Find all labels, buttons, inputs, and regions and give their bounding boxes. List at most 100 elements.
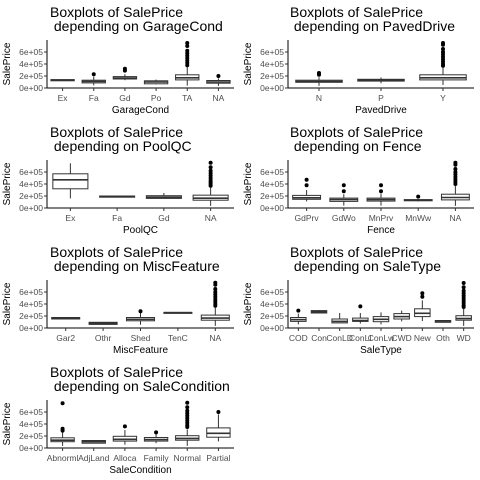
panel-3: Boxplots of SalePrice depending on PoolQ… (2, 124, 234, 236)
y-tick-label: 2e+05 (260, 311, 284, 321)
outlier-point (208, 160, 213, 165)
y-tick-label: 4e+05 (19, 299, 43, 309)
box-NA (192, 160, 229, 206)
box-Othr (88, 321, 118, 325)
panel-title-line2: depending on PavedDrive (290, 18, 455, 34)
x-tick-label: Con (311, 333, 327, 343)
y-tick-label: 2e+05 (19, 311, 43, 321)
x-tick-label: Gar2 (56, 333, 75, 343)
outlier-point (453, 160, 458, 165)
y-tick-label: 4e+05 (19, 59, 43, 69)
box-Po (143, 79, 169, 85)
x-tick-label: TenC (168, 333, 188, 343)
outlier-point (216, 410, 221, 414)
x-tick-label: Othr (95, 333, 112, 343)
box-AdjLand (81, 440, 106, 444)
panel-5: Boxplots of SalePrice depending on MiscF… (2, 244, 234, 356)
outlier-point (213, 280, 218, 285)
x-axis-label: PavedDrive (355, 105, 407, 116)
x-tick-label: NA (213, 93, 225, 103)
box-Con (310, 310, 328, 314)
x-axis-label: MiscFeature (113, 345, 168, 356)
outlier-point (461, 281, 466, 285)
panel-title-line2: depending on PoolQC (50, 138, 192, 154)
y-axis-label: SalePrice (243, 162, 254, 205)
x-tick-label: Ex (65, 213, 76, 223)
outlier-point (60, 426, 65, 431)
outlier-point (60, 401, 65, 406)
outlier-point (341, 189, 346, 194)
panel-title-line2: depending on Fence (290, 138, 422, 154)
y-tick-label: 4e+05 (260, 299, 284, 309)
outlier-point (453, 167, 458, 171)
x-tick-label: Fa (112, 213, 122, 223)
box-MnPrv (366, 183, 396, 206)
box-CWD (393, 310, 410, 322)
box-WD (455, 281, 472, 326)
outlier-point (461, 285, 466, 290)
y-tick-label: 6e+05 (260, 47, 284, 57)
x-tick-label: MnPrv (369, 213, 394, 223)
box-COD (290, 308, 307, 325)
outlier-point (216, 74, 221, 78)
outlier-point (185, 400, 190, 405)
box-GdPrv (292, 177, 322, 202)
outlier-point (122, 424, 127, 429)
panel-title-line2: depending on SaleType (290, 258, 441, 274)
y-tick-label: 6e+05 (19, 407, 43, 417)
box-Family (143, 430, 169, 444)
x-tick-label: Normal (174, 453, 202, 463)
x-tick-label: WD (457, 333, 471, 343)
panel-title-line1: Boxplots of SalePrice (50, 244, 183, 260)
outlier-point (208, 168, 213, 173)
y-tick-label: 6e+05 (260, 287, 284, 297)
box-Normal (175, 400, 200, 446)
x-tick-label: NA (205, 213, 217, 223)
y-tick-label: 6e+05 (19, 167, 43, 177)
x-tick-label: ConLI (349, 333, 372, 343)
x-tick-label: MnWw (405, 213, 432, 223)
x-tick-label: Shed (131, 333, 151, 343)
x-tick-label: Abnorml (47, 453, 79, 463)
x-axis-label: SaleType (360, 345, 402, 356)
box-MnWw (403, 194, 433, 202)
panel-title-line2: depending on MiscFeature (50, 258, 220, 274)
box-Fa (99, 195, 136, 198)
outlier-point (441, 50, 445, 54)
x-tick-label: GdWo (332, 213, 356, 223)
outlier-point (185, 41, 190, 45)
outlier-point (358, 304, 363, 309)
x-tick-label: Po (151, 93, 162, 103)
y-tick-label: 4e+05 (260, 59, 284, 69)
box-ConLI (352, 304, 369, 324)
outlier-point (304, 183, 309, 188)
x-tick-label: ConLD (326, 333, 352, 343)
panel-title-line1: Boxplots of SalePrice (50, 364, 183, 380)
box-Gd (145, 193, 182, 199)
x-tick-label: N (316, 93, 322, 103)
x-axis-label: Fence (367, 225, 395, 236)
y-axis-label: SalePrice (2, 402, 13, 445)
x-axis-label: GarageCond (112, 105, 169, 116)
outlier-point (379, 189, 383, 194)
box-Oth (434, 320, 452, 323)
box-ConLw (372, 312, 390, 325)
outlier-point (213, 290, 218, 294)
y-tick-label: 0e+00 (19, 323, 43, 333)
box-TenC (163, 311, 193, 314)
panel-title-line1: Boxplots of SalePrice (50, 124, 183, 140)
y-tick-label: 4e+05 (260, 179, 284, 189)
x-tick-label: Fa (89, 93, 99, 103)
box-GdWo (329, 183, 359, 206)
y-tick-label: 4e+05 (19, 419, 43, 429)
outlier-point (91, 72, 96, 77)
y-tick-label: 2e+05 (260, 71, 284, 81)
x-tick-label: NA (449, 213, 461, 223)
panel-2: Boxplots of SalePrice depending on Paved… (243, 4, 474, 116)
x-axis-label: PoolQC (123, 225, 158, 236)
y-tick-label: 6e+05 (19, 47, 43, 57)
box-Ex (50, 79, 75, 82)
y-tick-label: 0e+00 (19, 203, 43, 213)
panel-title-line1: Boxplots of SalePrice (50, 4, 183, 20)
